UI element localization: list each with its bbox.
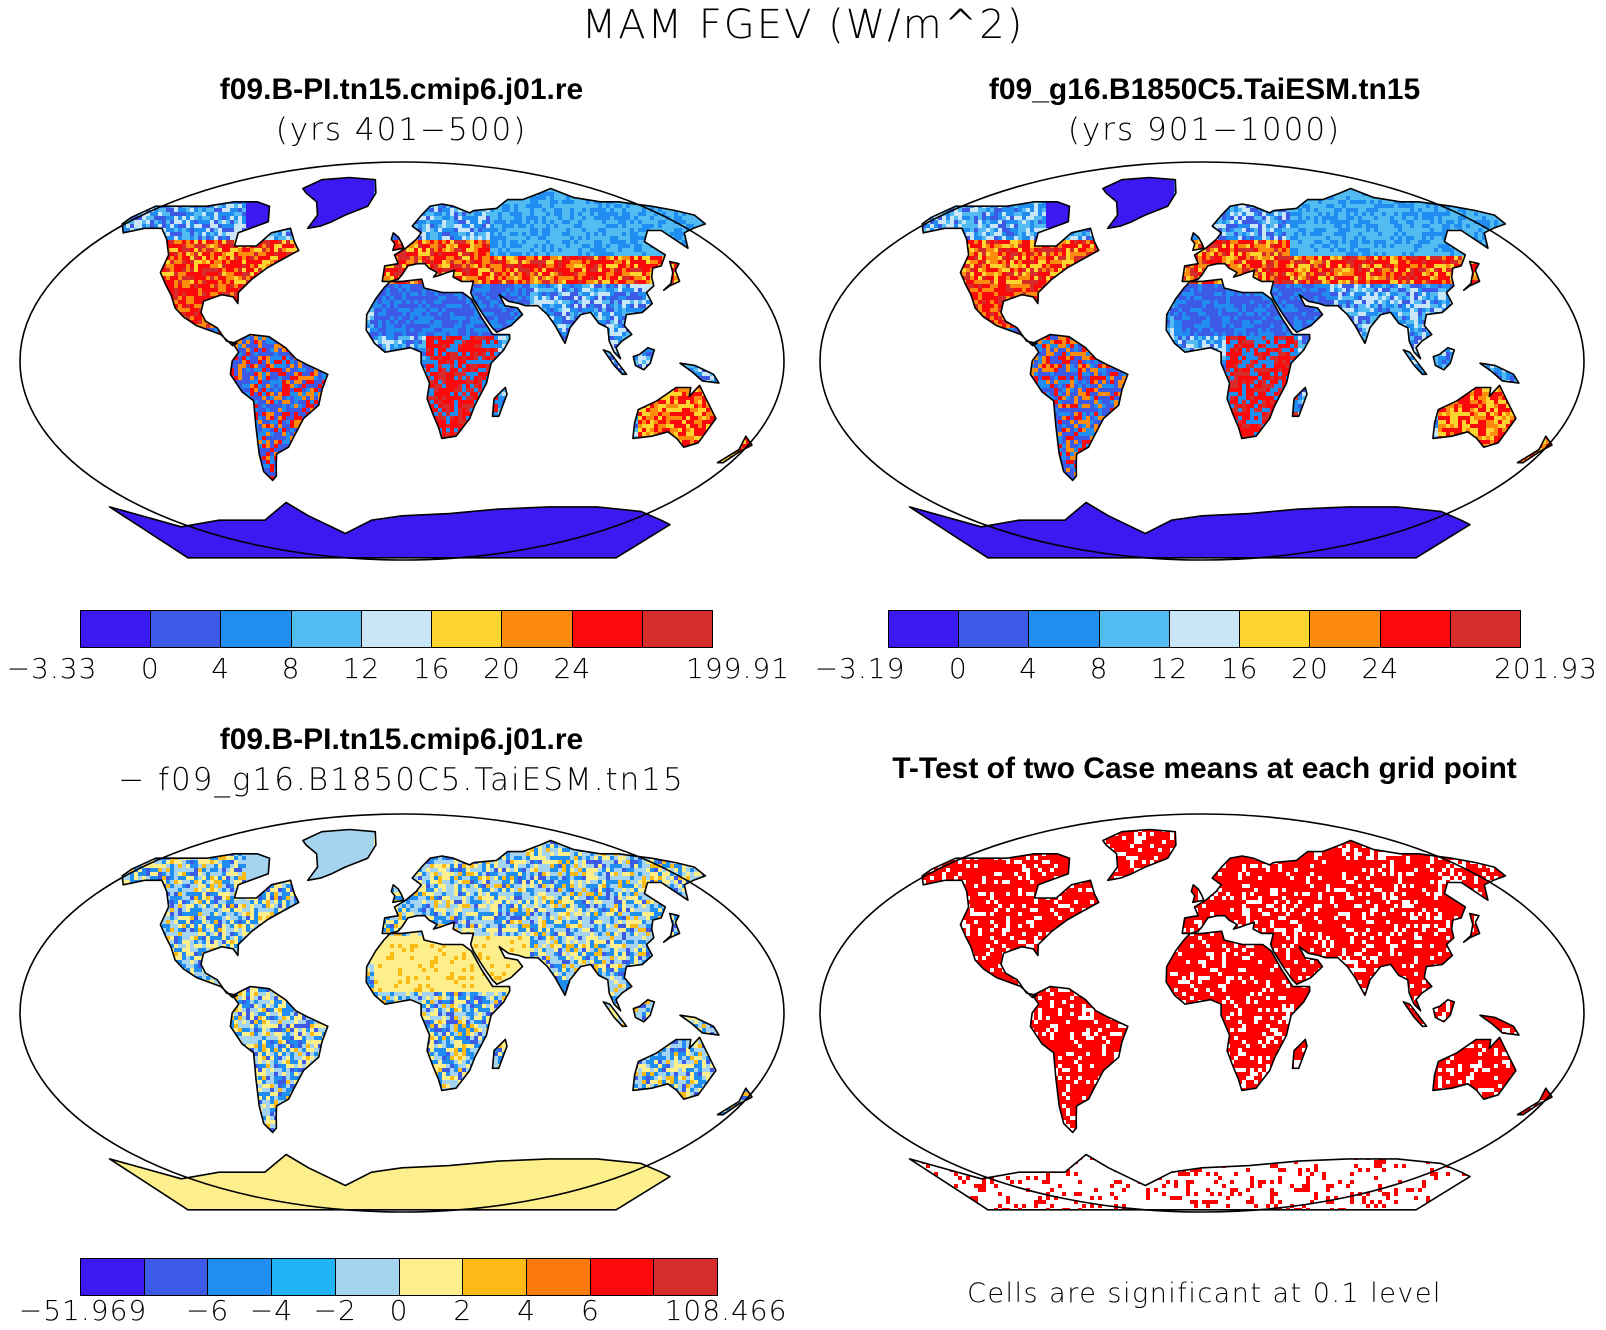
colorbar-swatch (272, 1259, 336, 1295)
coastline-japan (664, 914, 680, 943)
colorbar-swatch (1240, 611, 1310, 647)
colorbar-swatch (336, 1259, 400, 1295)
colorbar-tick-label: 4 (211, 652, 230, 685)
colorbar-swatch (432, 611, 502, 647)
colorbar-tick-label: 108.466 (665, 1294, 788, 1327)
colorbar-swatch (1100, 611, 1170, 647)
colorbar-tick-label: 12 (343, 652, 381, 685)
panel-1-title: f09.B-PI.tn15.cmip6.j01.re (0, 72, 803, 108)
colorbar-swatch (292, 611, 362, 647)
colorbar-tick-label: 16 (413, 652, 451, 685)
panel-4-footnote: Cells are significant at 0.1 level (803, 1278, 1606, 1309)
colorbar-swatch (208, 1259, 272, 1295)
colorbar-swatch (1029, 611, 1099, 647)
colorbar-swatch (502, 611, 572, 647)
colorbar-swatch (643, 611, 712, 647)
colorbar-tick-label: 16 (1221, 652, 1259, 685)
colorbar-tick-label: −4 (250, 1294, 293, 1327)
colorbar-tick-label: 4 (1019, 652, 1038, 685)
colorbar-tick-label: 8 (282, 652, 301, 685)
panel-2-map (818, 160, 1586, 562)
panel-3-colorbar (80, 1258, 718, 1296)
colorbar-swatch (1451, 611, 1520, 647)
panel-3-title: f09.B-PI.tn15.cmip6.j01.re (0, 722, 803, 758)
colorbar-swatch (889, 611, 959, 647)
colorbar-swatch (591, 1259, 655, 1295)
panel-1-subtitle: (yrs 401−500) (0, 112, 803, 148)
colorbar-swatch (1310, 611, 1380, 647)
colorbar-swatch (81, 611, 151, 647)
colorbar-tick-label: 0 (390, 1294, 409, 1327)
colorbar-swatch (1170, 611, 1240, 647)
panel-2-colorbar (888, 610, 1521, 648)
colorbar-tick-label: 0 (949, 652, 968, 685)
panel-3-map (18, 812, 786, 1214)
coastline-japan (664, 262, 680, 291)
colorbar-tick-label: −3.19 (815, 652, 906, 685)
colorbar-swatch (145, 1259, 209, 1295)
colorbar-swatch (362, 611, 432, 647)
panel-1-colorbar-ticks: −3.33 0 4 8 12 16 20 24 199.91 (0, 652, 803, 692)
panel-2-subtitle: (yrs 901−1000) (803, 112, 1606, 148)
colorbar-swatch (400, 1259, 464, 1295)
colorbar-tick-label: 8 (1090, 652, 1109, 685)
colorbar-swatch (221, 611, 291, 647)
panel-1-colorbar (80, 610, 713, 648)
panel-4-map (818, 812, 1586, 1214)
panel-1-map (18, 160, 786, 562)
colorbar-tick-label: −6 (186, 1294, 229, 1327)
colorbar-tick-label: 4 (517, 1294, 536, 1327)
coastline-japan (1464, 262, 1480, 291)
colorbar-swatch (81, 1259, 145, 1295)
colorbar-tick-label: 24 (554, 652, 592, 685)
colorbar-tick-label: −51.969 (19, 1294, 147, 1327)
colorbar-tick-label: −3.33 (7, 652, 98, 685)
coastline-japan (1464, 914, 1480, 943)
colorbar-swatch (463, 1259, 527, 1295)
colorbar-tick-label: 12 (1151, 652, 1189, 685)
colorbar-swatch (959, 611, 1029, 647)
colorbar-tick-label: 0 (141, 652, 160, 685)
colorbar-tick-label: 20 (483, 652, 521, 685)
colorbar-tick-label: 2 (453, 1294, 472, 1327)
colorbar-tick-label: 201.93 (1494, 652, 1598, 685)
colorbar-swatch (151, 611, 221, 647)
colorbar-tick-label: 6 (581, 1294, 600, 1327)
colorbar-tick-label: −2 (314, 1294, 357, 1327)
colorbar-tick-label: 20 (1291, 652, 1329, 685)
colorbar-swatch (527, 1259, 591, 1295)
panel-3-subtitle: − f09_g16.B1850C5.TaiESM.tn15 (0, 762, 803, 798)
panel-2-title: f09_g16.B1850C5.TaiESM.tn15 (803, 72, 1606, 108)
colorbar-tick-label: 24 (1362, 652, 1400, 685)
panel-2-colorbar-ticks: −3.19 0 4 8 12 16 20 24 201.93 (803, 652, 1606, 692)
colorbar-tick-label: 199.91 (686, 652, 790, 685)
colorbar-swatch (654, 1259, 717, 1295)
colorbar-swatch (1381, 611, 1451, 647)
panel-3-colorbar-ticks: −51.969 −6 −4 −2 0 2 4 6 108.466 (0, 1294, 803, 1330)
colorbar-swatch (573, 611, 643, 647)
figure-title: MAM FGEV (W/m^2) (0, 2, 1606, 48)
panel-4-title: T-Test of two Case means at each grid po… (803, 751, 1606, 787)
